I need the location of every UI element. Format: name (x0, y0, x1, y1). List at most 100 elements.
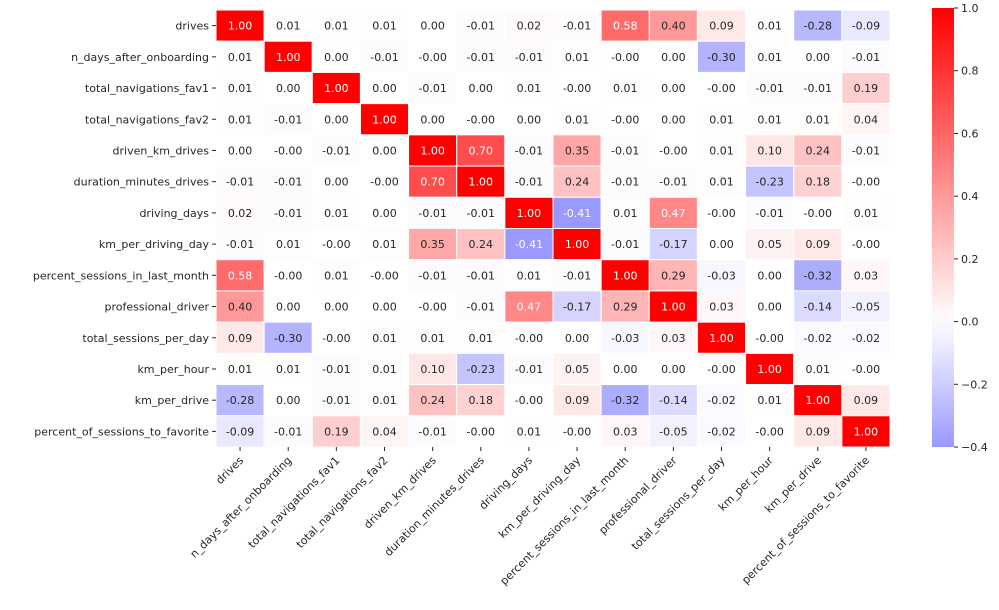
cell-value-label: -0.00 (563, 82, 591, 95)
y-tick-label: driven_km_drives (113, 144, 210, 157)
heatmap-cell (600, 415, 650, 448)
cell-value-label: 0.05 (565, 363, 590, 376)
cell-value-label: -0.01 (467, 207, 495, 220)
cell-value-label: 0.00 (661, 51, 686, 64)
cell-value-label: 1.00 (806, 394, 831, 407)
heatmap-cell (504, 40, 554, 73)
cell-value-label: -0.01 (322, 363, 350, 376)
cell-value-label: -0.01 (659, 176, 687, 189)
cell-value-label: -0.09 (852, 20, 880, 33)
cell-value-label: 0.01 (469, 332, 494, 345)
cell-value-label: 0.01 (372, 20, 397, 33)
cell-value-label: 1.00 (324, 82, 349, 95)
heatmap-cell (215, 228, 265, 261)
heatmap-cell (841, 415, 891, 448)
cell-value-label: -0.01 (467, 51, 495, 64)
heatmap-cell (359, 228, 410, 261)
heatmap-cell (552, 352, 602, 386)
cell-value-label: 0.00 (276, 301, 301, 314)
heatmap-cell (311, 71, 361, 105)
cell-value-label: -0.00 (852, 363, 880, 376)
cell-value-label: -0.03 (611, 332, 639, 345)
heatmap-cell (696, 103, 747, 136)
heatmap-cell (456, 259, 506, 292)
cell-value-label: -0.14 (804, 301, 832, 314)
heatmap-cell (600, 259, 650, 292)
cell-value-label: 1.00 (276, 51, 301, 64)
cell-value-label: 0.09 (806, 425, 831, 438)
heatmap-cell (793, 134, 843, 167)
cell-value-label: -0.23 (467, 363, 495, 376)
heatmap-cell (215, 196, 265, 230)
heatmap-cell (600, 40, 650, 73)
heatmap-cell (263, 290, 313, 323)
colorbar-tick-label: −0.4 (961, 441, 988, 454)
heatmap-cell (263, 9, 313, 42)
heatmap-cell (359, 165, 410, 198)
cell-value-label: 0.01 (517, 269, 542, 282)
colorbar-tick-label: 0.8 (961, 65, 979, 78)
heatmap-cell (600, 321, 650, 354)
cell-value-label: 1.00 (228, 20, 253, 33)
heatmap-cell (456, 103, 506, 136)
cell-value-label: 1.00 (661, 301, 686, 314)
cell-value-label: 0.01 (324, 269, 349, 282)
cell-value-label: -0.14 (659, 394, 687, 407)
y-axis-tick-labels: drives n_days_after_onboarding total_navig… (33, 20, 216, 438)
cell-value-label: 0.00 (420, 20, 445, 33)
cell-value-label: -0.02 (707, 425, 735, 438)
cell-value-label: -0.01 (274, 207, 302, 220)
cell-value-label: 0.00 (228, 144, 253, 157)
cell-value-label: 0.58 (228, 269, 253, 282)
cell-value-label: 0.24 (565, 176, 590, 189)
y-tick-label: percent_sessions_in_last_month (33, 269, 209, 282)
cell-value-label: 0.00 (613, 363, 638, 376)
cell-value-label: -0.00 (563, 425, 591, 438)
heatmap-cell (648, 259, 698, 292)
heatmap-cell (408, 134, 458, 167)
cell-value-label: 0.01 (517, 82, 542, 95)
cell-value-label: -0.01 (322, 394, 350, 407)
heatmap-cell (215, 71, 265, 105)
cell-value-label: -0.28 (804, 20, 832, 33)
cell-value-label: 0.40 (228, 301, 253, 314)
heatmap-cell (359, 40, 410, 73)
colorbar-tick-label: 0.6 (961, 127, 979, 140)
cell-value-label: 0.09 (709, 20, 734, 33)
heatmap-cell (408, 196, 458, 230)
cell-value-label: 0.03 (613, 425, 638, 438)
cell-value-label: 0.01 (372, 394, 397, 407)
cell-value-label: -0.23 (755, 176, 783, 189)
cell-value-label: 0.09 (806, 238, 831, 251)
cell-value-label: 0.01 (228, 113, 253, 126)
cell-value-label: 0.35 (565, 144, 590, 157)
heatmap-cell (696, 196, 747, 230)
cell-value-label: -0.01 (852, 51, 880, 64)
cell-value-label: -0.03 (707, 269, 735, 282)
heatmap-cell (311, 40, 361, 73)
heatmap-cell (600, 165, 650, 198)
cell-value-label: 0.00 (420, 113, 445, 126)
cell-value-label: -0.28 (226, 394, 254, 407)
y-tick-label: km_per_drive (135, 394, 209, 407)
cell-value-label: 0.00 (324, 176, 349, 189)
cell-value-label: -0.00 (467, 425, 495, 438)
cell-value-label: 0.70 (469, 144, 494, 157)
cell-value-label: -0.00 (852, 238, 880, 251)
heatmap-cell (552, 321, 602, 354)
cell-value-label: 0.03 (709, 301, 734, 314)
cell-value-label: 0.01 (276, 363, 301, 376)
heatmap-cell (456, 352, 506, 386)
cell-value-label: 1.00 (517, 207, 542, 220)
heatmap-cell (648, 134, 698, 167)
y-tick-label: percent_of_sessions_to_favorite (34, 425, 209, 438)
heatmap-cell (841, 9, 891, 42)
heatmap-cell (408, 103, 458, 136)
cell-value-label: 0.01 (806, 113, 831, 126)
heatmap-cell (793, 196, 843, 230)
y-tick-label: duration_minutes_drives (74, 176, 210, 189)
cell-value-label: 0.01 (757, 20, 782, 33)
cell-value-label: 0.24 (806, 144, 831, 157)
heatmap-cell (408, 415, 458, 448)
heatmap-cell (359, 103, 410, 136)
